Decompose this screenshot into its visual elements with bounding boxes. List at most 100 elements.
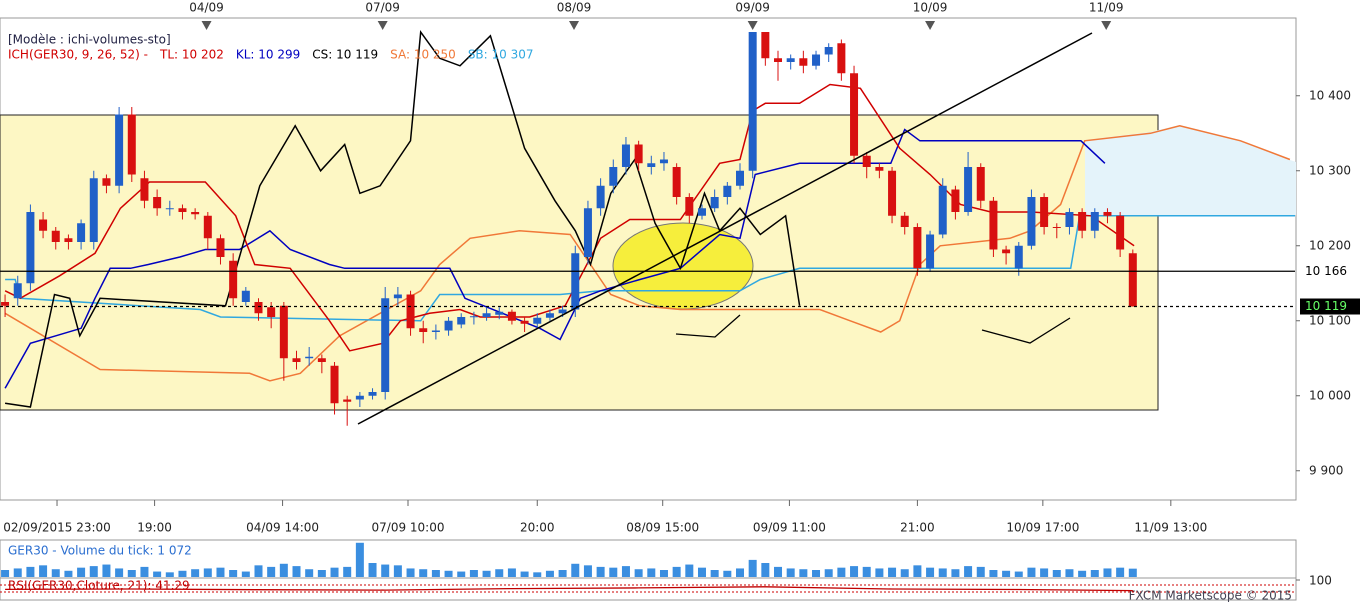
candle-body: [1103, 212, 1112, 216]
rsi-line: [5, 586, 1133, 592]
candle-body: [748, 32, 757, 171]
indicator-line: [4, 83, 1135, 352]
candle-body: [913, 227, 922, 269]
volume-bar: [710, 570, 719, 577]
top-tick: [569, 21, 580, 30]
top-tick-label: 09/09: [735, 1, 770, 15]
candle-body: [1, 302, 10, 306]
candle-body: [368, 392, 377, 396]
volume-bar: [343, 566, 352, 577]
candle-body: [736, 170, 744, 186]
candle-body: [64, 238, 73, 242]
candle-body: [1116, 215, 1125, 250]
top-tick-label: 07/09: [365, 1, 400, 15]
volume-bar: [913, 565, 922, 577]
candle-body: [583, 208, 592, 257]
volume-bar: [51, 569, 60, 577]
candle-body: [723, 185, 732, 197]
volume-bar: [191, 569, 200, 577]
candle-body: [799, 58, 808, 66]
candle-body: [710, 197, 719, 209]
candle-body: [51, 230, 60, 242]
candle-body: [938, 185, 947, 235]
candle-body: [317, 358, 326, 362]
volume-bar: [495, 569, 504, 577]
volume-bar: [989, 570, 998, 577]
volume-bar: [292, 566, 301, 577]
zigzag: [981, 317, 1071, 344]
volume-bar: [1078, 570, 1087, 577]
candle-body: [976, 167, 985, 201]
template-label: [Modèle : ichi-volumes-sto]: [8, 33, 171, 47]
level-label: 10 166: [1305, 264, 1347, 278]
volume-bar: [64, 570, 73, 577]
volume-bar: [659, 570, 668, 577]
candle-body: [254, 302, 263, 314]
volume-bar: [926, 567, 935, 577]
top-tick: [1101, 21, 1112, 30]
volume-bar: [1027, 567, 1036, 577]
candle-body: [153, 197, 162, 209]
volume-bar: [140, 566, 149, 577]
candle-body: [609, 167, 618, 186]
volume-bar: [393, 565, 402, 577]
volume-bar: [1052, 570, 1061, 577]
volume-bar: [824, 569, 833, 577]
level-tag: [1300, 263, 1360, 280]
top-tick: [925, 21, 936, 30]
volume-bar: [102, 564, 111, 577]
indicator-line: [5, 215, 1295, 322]
volume-bar: [862, 566, 871, 577]
candle-body: [381, 298, 390, 392]
candle-body: [558, 309, 567, 314]
rsi-tick-label: 100: [1309, 574, 1332, 588]
candle-body: [178, 208, 187, 212]
candle-body: [26, 212, 35, 284]
candle-body: [507, 311, 516, 321]
indicator-line: [4, 128, 1106, 389]
legend-entry: SA: 10 250: [390, 48, 456, 62]
candle-body: [482, 313, 491, 317]
volume-bar: [976, 566, 985, 577]
volume-bar: [875, 568, 884, 577]
volume-bar: [1116, 567, 1125, 577]
candle-body: [837, 43, 846, 74]
volume-bar: [634, 569, 643, 577]
indicator-line: [4, 29, 801, 408]
rsi-pane: [0, 577, 1297, 601]
candle-body: [1014, 245, 1023, 269]
volume-bar: [355, 542, 364, 577]
volume-bar: [748, 559, 757, 577]
volume-bar: [850, 566, 859, 577]
candle-body: [89, 178, 98, 242]
volume-bar: [520, 571, 529, 577]
candle-body: [1128, 253, 1137, 307]
volume-bar: [1, 570, 10, 577]
x-tick-label: 11/09 13:00: [1134, 521, 1207, 535]
volume-bar: [1065, 569, 1074, 577]
y-tick-label: 10 000: [1309, 388, 1351, 402]
candle-body: [1078, 212, 1087, 231]
candle-body: [292, 358, 301, 362]
legend-entry: CS: 10 119: [312, 48, 378, 62]
volume-bar: [1128, 568, 1137, 577]
candle-body: [469, 316, 478, 318]
candle-body: [774, 58, 783, 62]
volume-bar: [89, 566, 98, 577]
candle-body: [127, 114, 136, 175]
volume-bar: [115, 568, 124, 577]
volume-bar: [507, 568, 516, 577]
volume-bar: [685, 564, 694, 577]
volume-bar: [267, 566, 276, 577]
volume-bar: [774, 566, 783, 577]
volume-bar: [482, 570, 491, 577]
candle-body: [647, 163, 656, 167]
rsi-label: RSI(GER30,Cloture, 21): 41.29: [8, 579, 190, 593]
volume-bar: [736, 568, 744, 577]
level-label: 10 119: [1305, 299, 1347, 313]
volume-bar: [469, 570, 478, 577]
y-tick-label: 9 900: [1309, 463, 1343, 477]
volume-bar: [127, 570, 136, 577]
volume-bar: [241, 571, 250, 577]
